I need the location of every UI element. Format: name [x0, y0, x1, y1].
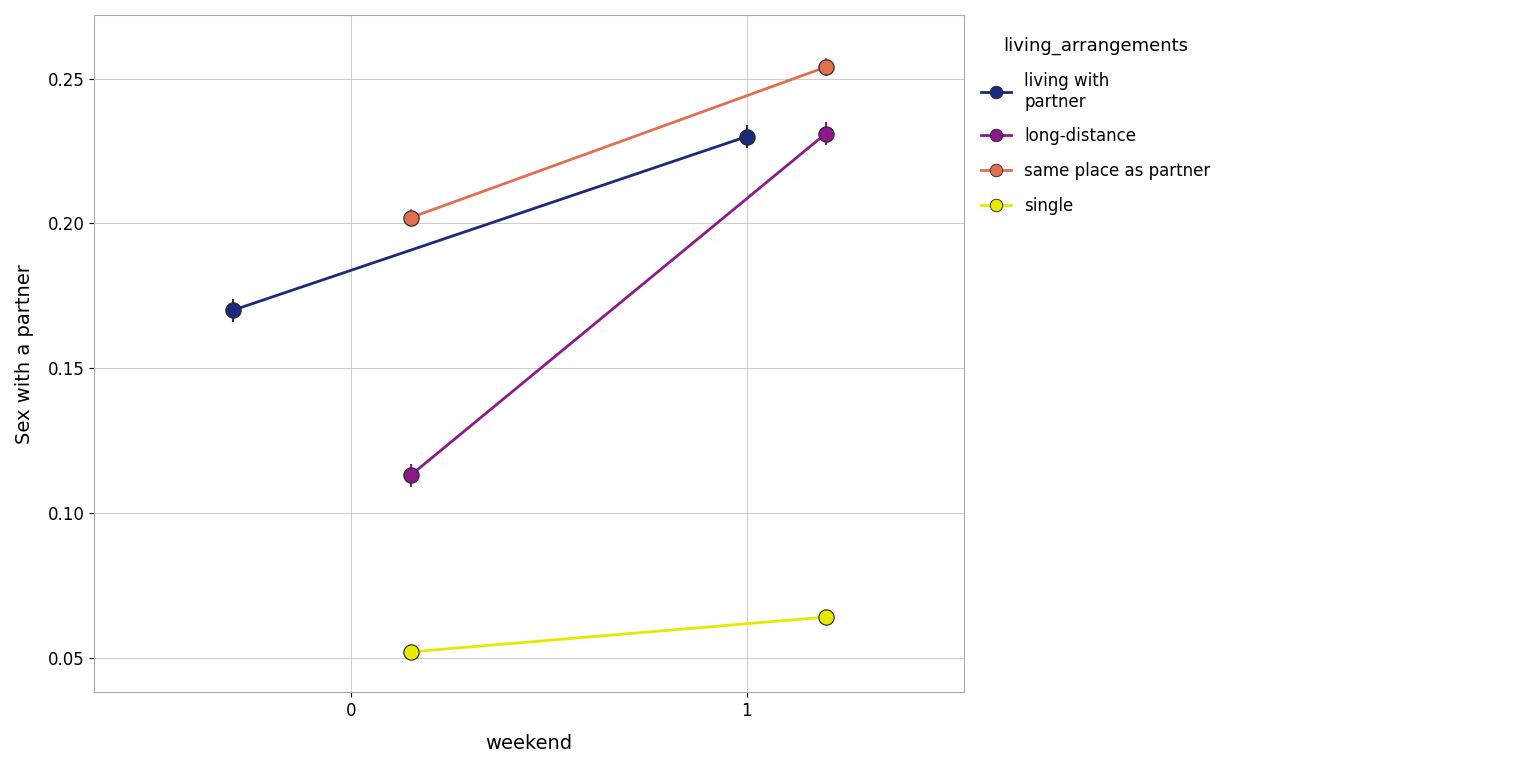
Y-axis label: Sex with a partner: Sex with a partner — [15, 263, 34, 444]
Legend: living with
partner, long-distance, same place as partner, single: living with partner, long-distance, same… — [982, 37, 1210, 214]
X-axis label: weekend: weekend — [485, 734, 573, 753]
